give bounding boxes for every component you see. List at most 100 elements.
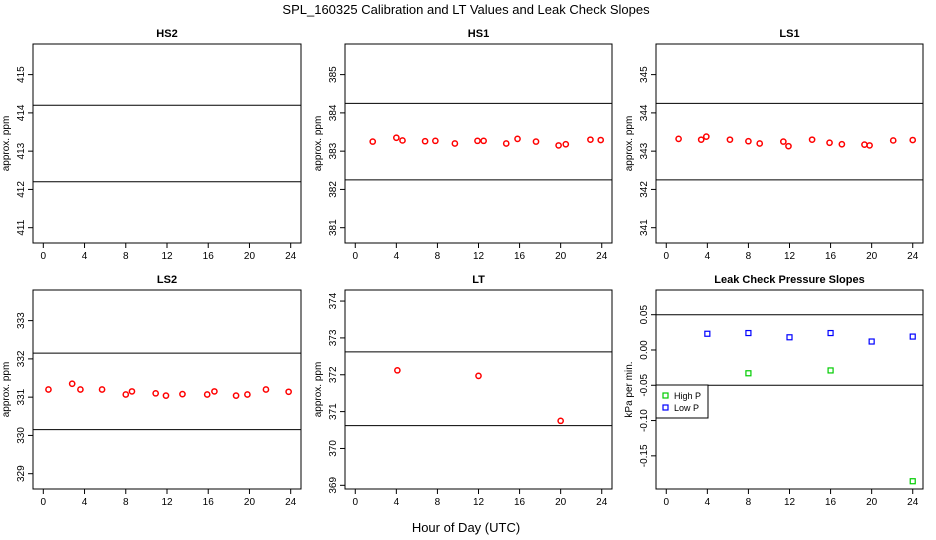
- lt-title: LT: [472, 274, 485, 286]
- ls1-data-point: [745, 137, 752, 145]
- ls2-data-point: [128, 388, 136, 395]
- hs2-x-tick-label: 16: [203, 251, 215, 262]
- lt-x-tick-label: 16: [514, 497, 526, 508]
- hs1-data-point: [555, 142, 562, 149]
- hs1-data-point: [421, 137, 429, 145]
- leak-point-low-p: [704, 330, 711, 337]
- hs2-plot-frame: [32, 43, 302, 244]
- hs1-x-tick-label: 16: [514, 251, 526, 262]
- ls2-y-tick-label: 331: [16, 388, 27, 405]
- ls2-data-point: [152, 389, 160, 397]
- hs1-data-point: [597, 136, 605, 144]
- hs1-y-tick-label: 381: [328, 219, 339, 236]
- ls1-data-point: [779, 138, 787, 145]
- ls2-y-tick-label: 329: [16, 465, 27, 482]
- lt-x-tick-label: 12: [473, 497, 485, 508]
- lt-x-tick-label: 20: [555, 497, 567, 508]
- lt-y-tick-label: 374: [328, 292, 339, 309]
- ls2-title: LS2: [157, 274, 177, 286]
- leak-y-tick-label: -0.10: [639, 409, 650, 432]
- hs1-x-tick-label: 20: [555, 251, 567, 262]
- hs1-y-label: approx. ppm: [313, 116, 324, 172]
- ls2-y-tick-label: 330: [16, 427, 27, 444]
- hs1-data-point: [399, 137, 406, 144]
- ls1-y-tick-label: 345: [639, 66, 650, 83]
- leak-point-low-p: [786, 334, 793, 341]
- hs2-y-tick-label: 411: [16, 219, 27, 235]
- legend-marker-low-p: [662, 404, 669, 411]
- ls2-plot-frame: [32, 289, 302, 490]
- ls1-x-tick-label: 20: [866, 251, 878, 262]
- ls1-x-tick-label: 4: [705, 251, 711, 262]
- hs1-panel: HS1 approx. ppm 0 4 8 12 16 20 24 381 382 383 384 385: [313, 28, 613, 262]
- leak-legend: High P Low P: [655, 384, 709, 419]
- ls2-panel: LS2 approx. ppm 0 4 8 12 16 20 24 329 330 331 332 333: [1, 274, 302, 508]
- ls2-data-point: [179, 390, 186, 398]
- leak-y-tick-label: 0.05: [639, 305, 650, 325]
- lt-y-label: approx. ppm: [313, 362, 324, 418]
- ls2-data-point: [162, 392, 170, 399]
- leak-x-tick-label: 16: [825, 497, 837, 508]
- hs1-title: HS1: [468, 28, 489, 40]
- leak-x-tick-label: 8: [746, 497, 752, 508]
- ls2-data-point: [203, 391, 211, 398]
- hs1-data-point: [502, 140, 510, 147]
- ls1-y-tick-label: 341: [639, 219, 650, 236]
- ls1-x-tick-label: 16: [825, 251, 837, 262]
- hs2-x-tick-label: 20: [244, 251, 256, 262]
- lt-data-point: [557, 417, 565, 425]
- leak-title: Leak Check Pressure Slopes: [714, 274, 864, 286]
- hs1-x-tick-label: 12: [473, 251, 485, 262]
- lt-data-point: [394, 366, 401, 374]
- ls2-data-point: [211, 388, 218, 395]
- ls1-y-label: approx. ppm: [624, 116, 635, 172]
- ls1-data-point: [702, 133, 710, 140]
- leak-point-low-p: [827, 329, 834, 337]
- hs1-data-point: [532, 138, 540, 145]
- ls1-y-tick-label: 343: [639, 142, 650, 159]
- legend-label-low-p: Low P: [674, 403, 699, 413]
- ls2-data-point: [232, 392, 240, 399]
- ls1-y-tick-label: 344: [639, 104, 650, 121]
- lt-y-tick-label: 372: [328, 366, 339, 383]
- ls2-x-tick-label: 12: [161, 497, 173, 508]
- hs2-x-tick-label: 24: [285, 251, 297, 262]
- leak-y-tick-label: -0.15: [639, 444, 650, 467]
- hs2-y-tick-label: 413: [16, 142, 27, 159]
- ls1-data-point: [756, 140, 764, 147]
- ls1-data-point: [808, 136, 816, 144]
- hs1-data-point: [432, 137, 439, 145]
- ls1-title: LS1: [779, 28, 799, 40]
- hs1-data-point: [480, 137, 487, 145]
- ls2-x-tick-label: 24: [285, 497, 297, 508]
- leak-panel: Leak Check Pressure Slopes kPa per min. 0 4…: [624, 274, 924, 508]
- leak-point-low-p: [909, 333, 916, 340]
- lt-x-tick-label: 4: [394, 497, 400, 508]
- ls2-x-tick-label: 0: [41, 497, 47, 508]
- lt-x-tick-label: 8: [435, 497, 441, 508]
- ls2-y-tick-label: 332: [16, 350, 27, 367]
- hs2-x-tick-label: 8: [123, 251, 129, 262]
- hs1-data-point: [562, 140, 570, 148]
- lt-x-tick-label: 24: [596, 497, 608, 508]
- lt-data-point: [475, 372, 482, 380]
- leak-y-label: kPa per min.: [624, 361, 635, 417]
- hs2-x-tick-label: 0: [41, 251, 47, 262]
- legend-box: [655, 384, 709, 419]
- leak-point-high-p: [745, 370, 752, 377]
- hs1-x-tick-label: 0: [352, 251, 358, 262]
- hs1-data-point: [392, 134, 400, 142]
- ls2-data-point: [45, 386, 52, 393]
- figure-title: SPL_160325 Calibration and LT Values and…: [282, 2, 650, 17]
- common-x-label: Hour of Day (UTC): [412, 520, 520, 535]
- ls1-x-tick-label: 0: [663, 251, 669, 262]
- hs2-y-label: approx. ppm: [1, 116, 12, 172]
- ls2-x-tick-label: 16: [203, 497, 215, 508]
- hs1-data-point: [587, 136, 594, 144]
- ls1-data-point: [909, 136, 917, 144]
- leak-point-high-p: [909, 478, 916, 485]
- legend-label-high-p: High P: [674, 391, 701, 401]
- hs1-data-point: [474, 137, 481, 145]
